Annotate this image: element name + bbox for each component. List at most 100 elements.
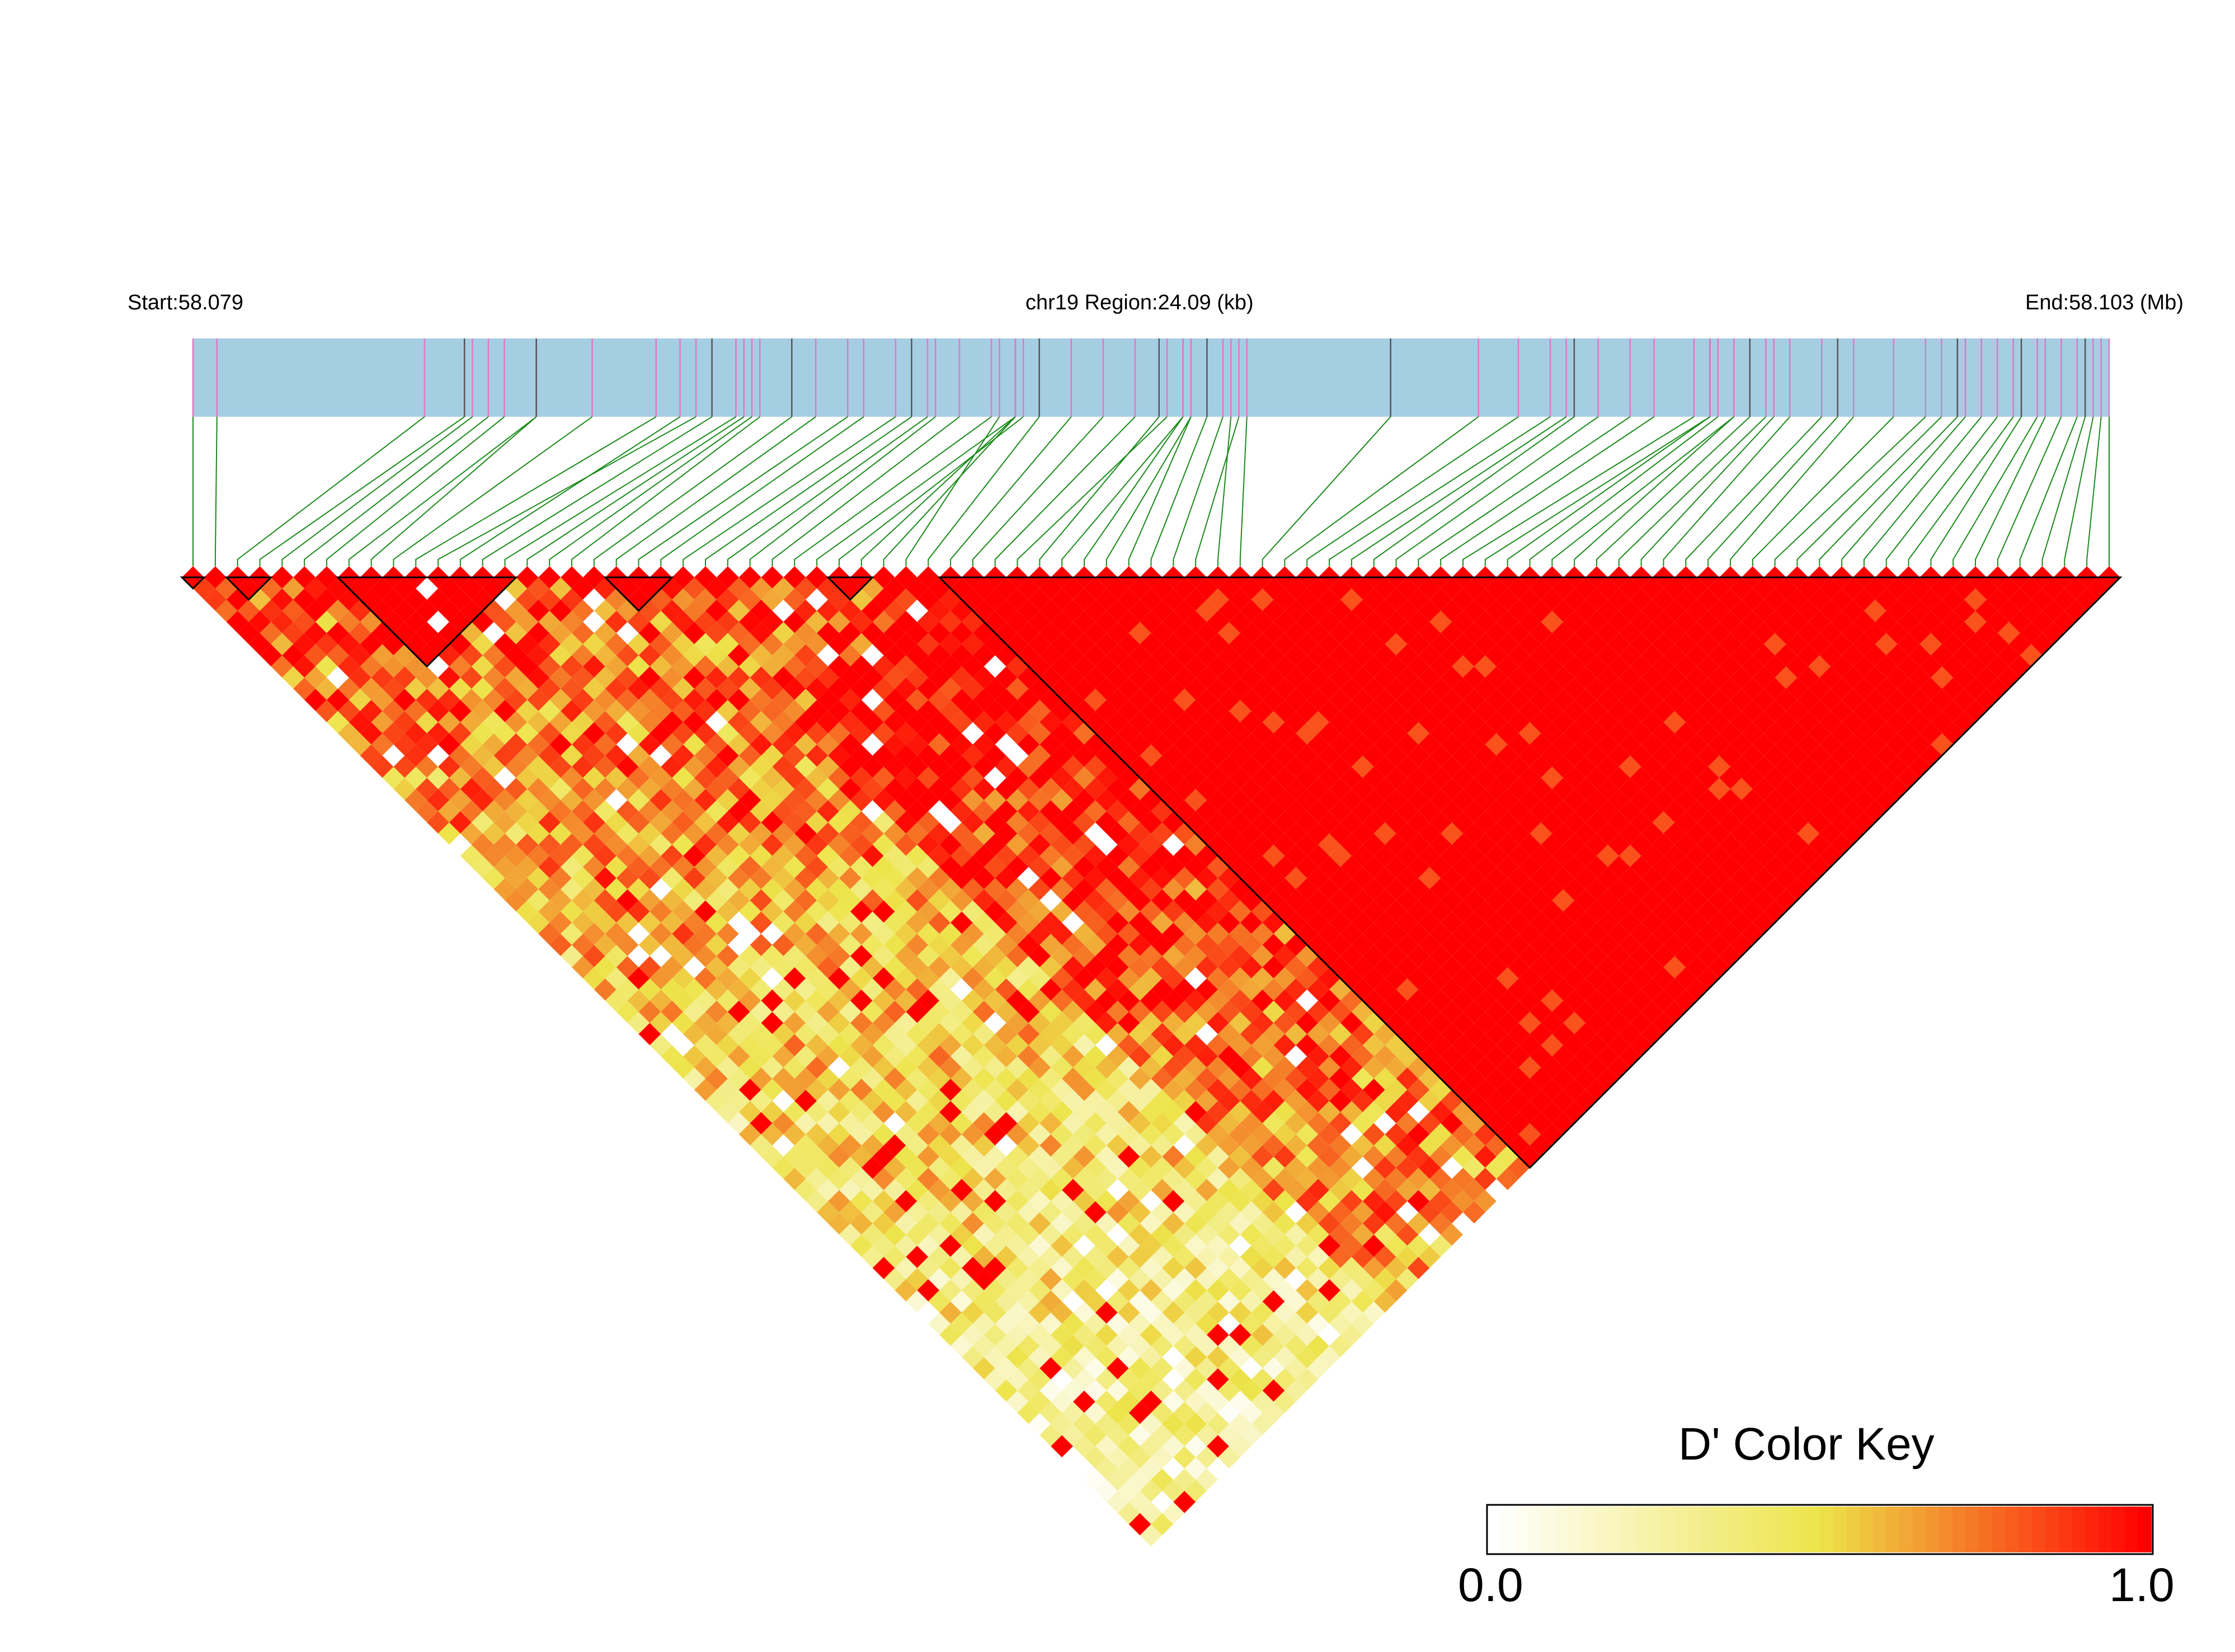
ld-cell	[427, 722, 449, 745]
ld-cell	[1117, 1324, 1140, 1346]
ld-cell	[1496, 811, 1519, 834]
ld-cell	[883, 1156, 906, 1179]
ld-cell	[1340, 1301, 1363, 1324]
ld-cell	[1251, 1301, 1274, 1324]
ld-cell	[1273, 1212, 1296, 1235]
ld-cell	[750, 599, 773, 622]
ld-cell	[1418, 733, 1441, 756]
ld-cell	[806, 677, 829, 700]
ld-cell	[1073, 1457, 1095, 1480]
ld-cell	[1095, 1168, 1118, 1190]
ld-cell	[561, 722, 583, 745]
ld-cell	[1251, 744, 1274, 767]
ld-cell	[1407, 1256, 1430, 1279]
ld-cell	[1162, 1301, 1185, 1324]
ld-cell	[1196, 978, 1218, 1001]
ld-cell	[1552, 622, 1575, 644]
ld-cell	[761, 1145, 784, 1168]
ld-cell	[1251, 610, 1274, 633]
ld-cell	[1686, 867, 1709, 889]
ld-cell	[1563, 588, 1586, 611]
ld-cell	[1842, 778, 1864, 801]
ld-cell	[1563, 989, 1586, 1012]
ld-cell	[1574, 978, 1597, 1001]
ld-cell	[1273, 1145, 1296, 1168]
color-key-swatch	[1806, 1507, 1820, 1552]
ld-cell	[538, 655, 561, 678]
ld-cell	[1518, 1079, 1541, 1101]
ld-cell	[1518, 722, 1541, 745]
ld-cell	[1340, 1011, 1363, 1034]
ld-cell	[1084, 1268, 1107, 1291]
ld-cell	[961, 1079, 984, 1101]
ld-cell	[1251, 900, 1274, 923]
color-key-swatch	[1846, 1507, 1861, 1552]
ld-cell	[1017, 599, 1040, 622]
snp-marker	[761, 566, 784, 589]
ld-cell	[1229, 1056, 1251, 1079]
ld-cell	[1418, 755, 1441, 778]
ld-cell	[672, 1011, 695, 1034]
ld-cell	[1452, 923, 1474, 945]
ld-cell	[772, 1045, 795, 1068]
ld-cell	[883, 666, 906, 689]
ld-cell	[806, 855, 829, 878]
ld-cell	[561, 766, 583, 789]
ld-cell	[1618, 1045, 1641, 1068]
ld-cell	[984, 833, 1006, 856]
ld-cell	[995, 1156, 1018, 1179]
ld-cell	[1217, 1268, 1240, 1291]
ld-cell	[1541, 1100, 1564, 1123]
ld-cell	[1997, 622, 2020, 644]
ld-cell	[1763, 610, 1786, 633]
ld-cell	[337, 655, 360, 678]
ld-cell	[1786, 677, 1809, 700]
ld-cell	[1017, 800, 1040, 823]
ld-cell	[1474, 1056, 1497, 1079]
ld-cell	[1775, 844, 1798, 867]
ld-cell	[828, 677, 850, 700]
ld-cell	[1441, 1223, 1464, 1246]
ld-cell	[1296, 1034, 1319, 1057]
ld-cell	[516, 722, 539, 745]
ld-cell	[906, 934, 929, 957]
ld-cell	[1340, 744, 1363, 767]
ld-cell	[1597, 867, 1619, 889]
snp-connector	[370, 416, 537, 567]
ld-cell	[1073, 900, 1095, 923]
ld-cell	[1563, 878, 1586, 901]
ld-cell	[1229, 633, 1251, 656]
ld-cell	[951, 1245, 973, 1268]
ld-cell	[694, 633, 717, 656]
ld-cell	[906, 911, 929, 934]
ld-cell	[1307, 644, 1330, 667]
ld-cell	[1251, 1190, 1274, 1213]
ld-cell	[1864, 689, 1886, 711]
snp-connector	[1930, 416, 2022, 567]
ld-cell	[1663, 689, 1686, 711]
ld-cell	[1251, 1390, 1274, 1413]
ld-cell	[1207, 967, 1229, 990]
ld-cell	[594, 911, 617, 934]
ld-cell	[850, 700, 873, 722]
ld-cell	[1463, 755, 1485, 778]
ld-cell	[906, 1268, 929, 1291]
ld-cell	[828, 967, 850, 990]
ld-cell	[1563, 811, 1586, 834]
ld-cell	[1307, 1134, 1330, 1157]
ld-cell	[1017, 911, 1040, 934]
ld-cell	[1184, 633, 1207, 656]
ld-cell	[961, 1034, 984, 1057]
ld-cell	[1329, 1335, 1352, 1357]
ld-cell	[750, 778, 773, 801]
ld-cell	[939, 967, 962, 990]
ld-cell	[1151, 1000, 1174, 1023]
ld-cell	[1140, 1324, 1163, 1346]
ld-cell	[527, 689, 550, 711]
ld-cell	[1730, 911, 1753, 934]
ld-cell	[1441, 822, 1464, 845]
ld-cell	[961, 677, 984, 700]
ld-cell	[538, 722, 561, 745]
ld-cell	[1240, 1134, 1263, 1157]
ld-cell	[1463, 934, 1485, 957]
